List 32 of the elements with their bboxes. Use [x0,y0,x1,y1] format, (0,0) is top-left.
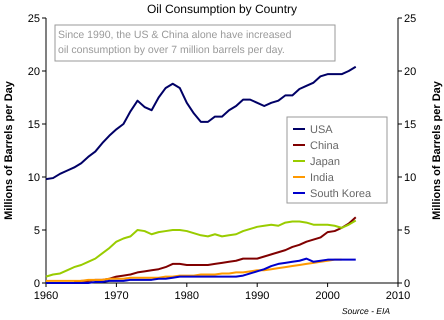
legend-label: India [310,172,335,184]
line-series [45,66,357,180]
y2-tick-label: 25 [404,13,416,25]
x-tick-label: 1970 [104,290,129,302]
legend-label: South Korea [310,188,372,200]
y-tick-label: 15 [28,119,40,131]
chart-title: Oil Consumption by Country [146,2,298,16]
annotation: Since 1990, the US & China alone have increased oil consumption by over 7 million barrels per day. [58,29,292,56]
legend-label: Japan [310,156,340,168]
x-tick-label: 1960 [34,290,58,302]
x-tick-label: 2010 [386,290,410,302]
y2-tick-label: 10 [404,172,416,184]
y-tick-label: 25 [28,13,40,25]
y2-tick-label: 20 [404,66,416,78]
legend-label: China [310,140,340,152]
y-tick-label: 5 [34,225,40,237]
legend-label: USA [310,124,334,136]
y2-tick-label: 15 [404,119,416,131]
y2-tick-label: 0 [404,278,410,290]
x-tick-label: 2000 [315,290,340,302]
note-box: Since 1990, the US & China alone have increased oil consumption by over 7 million barrels per day. [54,24,336,62]
y2-tick-label: 5 [404,225,410,237]
y-tick-label: 0 [34,278,40,290]
y-tick-label: 20 [28,66,40,78]
x-tick-label: 1980 [174,290,200,302]
line-series [45,258,357,284]
source-note: Source - EIA [342,306,390,316]
x-tick-label: 1990 [244,290,270,302]
y2-axis-title: Millions of Barrels per Day [431,80,443,220]
line-series [45,219,357,278]
y-axis-title: Millions of Barrels per Day [3,80,15,220]
y-tick-label: 10 [28,172,40,184]
